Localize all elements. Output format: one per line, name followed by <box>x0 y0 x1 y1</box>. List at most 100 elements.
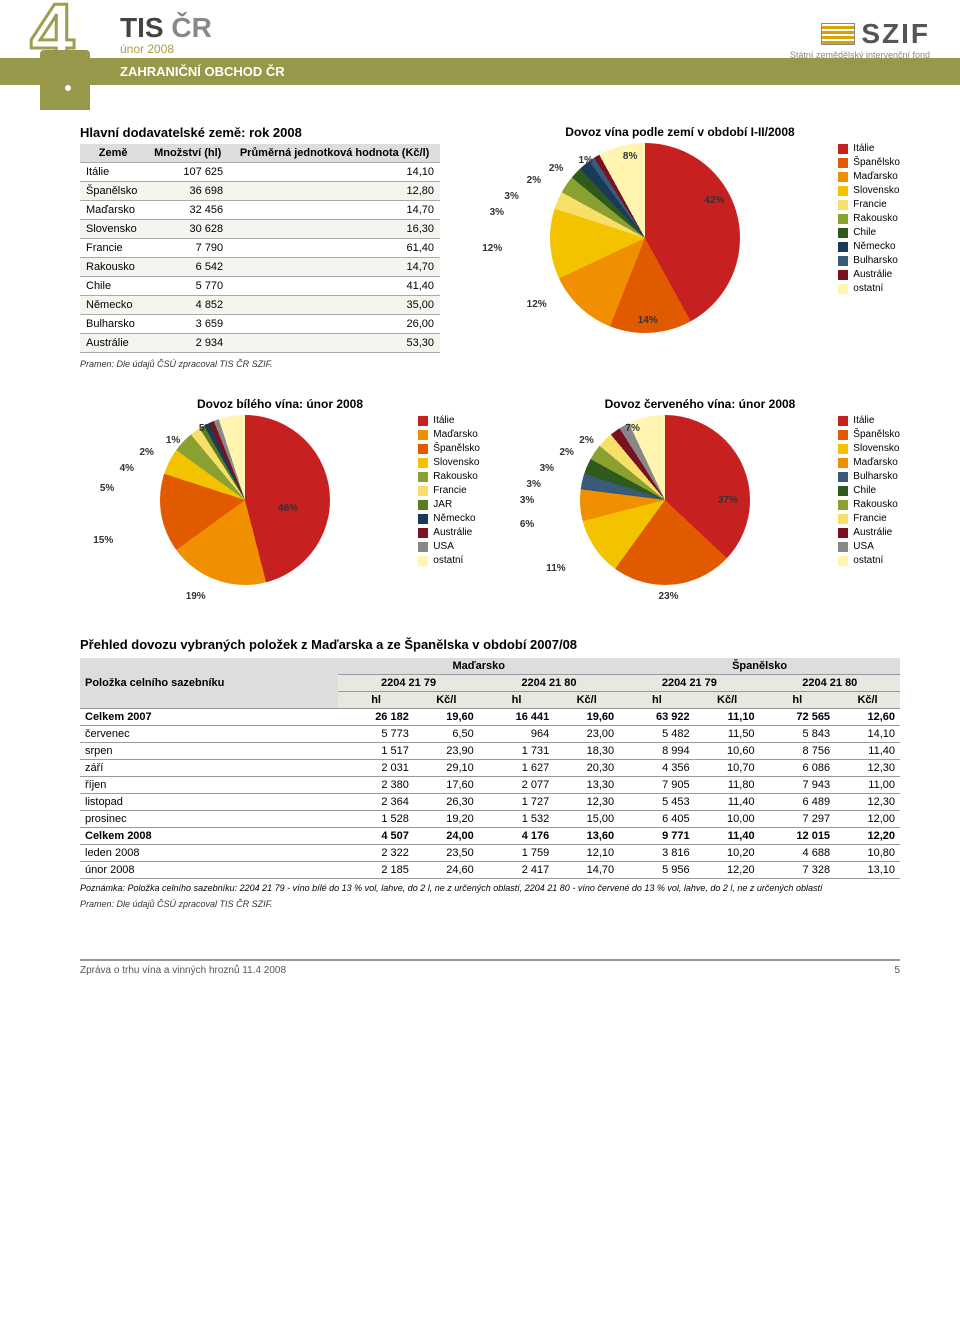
pie-pct-label: 1% <box>166 435 180 446</box>
szif-stripes-icon <box>821 23 855 45</box>
table-row: Austrálie2 93453,30 <box>80 334 440 353</box>
footer-page-number: 5 <box>894 965 900 976</box>
pie-pct-label: 19% <box>186 591 206 602</box>
legend-item: Maďarsko <box>838 457 900 468</box>
legend-item: Francie <box>838 199 900 210</box>
pie-pct-label: 46% <box>278 503 298 514</box>
white-wine-pie-title: Dovoz bílého vína: únor 2008 <box>80 397 480 411</box>
legend-swatch <box>838 430 848 440</box>
publication-title: TIS ČR <box>120 12 212 44</box>
pie-pct-label: 6% <box>520 519 534 530</box>
overview-table-title: Přehled dovozu vybraných položek z Maďar… <box>80 637 900 652</box>
legend-swatch <box>418 556 428 566</box>
legend-item: Německo <box>838 241 900 252</box>
table-row: Chile5 77041,40 <box>80 277 440 296</box>
table-row: říjen2 38017,602 07713,307 90511,807 943… <box>80 777 900 794</box>
legend-item: Francie <box>418 485 480 496</box>
import-pie-title: Dovoz vína podle zemí v období I-II/2008 <box>460 125 900 139</box>
pie-pct-label: 23% <box>659 591 679 602</box>
legend-swatch <box>418 528 428 538</box>
overview-source: Pramen: Dle údajů ČSÚ zpracoval TIS ČR S… <box>80 899 900 909</box>
red-wine-pie-legend: Itálie Španělsko Slovensko Maďarsko Bulharsk… <box>838 415 900 569</box>
legend-item: Španělsko <box>838 429 900 440</box>
legend-swatch <box>418 430 428 440</box>
legend-swatch <box>838 214 848 224</box>
table-row: únor 20082 18524,602 41714,705 95612,207… <box>80 862 900 879</box>
legend-swatch <box>418 500 428 510</box>
legend-item: Chile <box>838 485 900 496</box>
red-wine-pie-labels: 37%23%11%6%3%3%3%2%2%7% <box>500 415 830 615</box>
pie-pct-label: 3% <box>504 191 518 202</box>
legend-item: Bulharsko <box>838 471 900 482</box>
legend-swatch <box>418 514 428 524</box>
pie-pct-label: 2% <box>559 447 573 458</box>
suppliers-source: Pramen: Dle údajů ČSÚ zpracoval TIS ČR S… <box>80 359 440 369</box>
red-wine-pie-title: Dovoz červeného vína: únor 2008 <box>500 397 900 411</box>
table-row: Španělsko36 69812,80 <box>80 182 440 201</box>
pie-pct-label: 8% <box>623 151 637 162</box>
table-row: Celkem 200726 18219,6016 44119,6063 9221… <box>80 709 900 726</box>
pie-pct-label: 3% <box>490 207 504 218</box>
pie-pct-label: 7% <box>626 423 640 434</box>
legend-item: USA <box>418 541 480 552</box>
table-row: září2 03129,101 62720,304 35610,706 0861… <box>80 760 900 777</box>
page-footer: Zpráva o trhu vína a vinných hroznů 11.4… <box>80 959 900 976</box>
table-row: Maďarsko32 45614,70 <box>80 201 440 220</box>
table-row: Itálie107 62514,10 <box>80 163 440 182</box>
legend-swatch <box>838 186 848 196</box>
legend-swatch <box>838 256 848 266</box>
legend-item: Španělsko <box>418 443 480 454</box>
legend-item: Austrálie <box>838 527 900 538</box>
table-row: červenec5 7736,5096423,005 48211,505 843… <box>80 726 900 743</box>
section-banner: ZAHRANIČNÍ OBCHOD ČR <box>0 58 960 85</box>
pie-pct-label: 12% <box>482 243 502 254</box>
legend-swatch <box>838 556 848 566</box>
legend-item: Maďarsko <box>418 429 480 440</box>
suppliers-table-title: Hlavní dodavatelské země: rok 2008 <box>80 125 440 140</box>
table-row: leden 20082 32223,501 75912,103 81610,20… <box>80 845 900 862</box>
table-header: Země <box>80 144 146 163</box>
legend-item: Slovensko <box>838 443 900 454</box>
pie-pct-label: 3% <box>526 479 540 490</box>
legend-swatch <box>838 500 848 510</box>
table-row: Francie7 79061,40 <box>80 239 440 258</box>
suppliers-table: ZeměMnožství (hl)Průměrná jednotková hod… <box>80 144 440 353</box>
table-header: Průměrná jednotková hodnota (Kč/l) <box>229 144 440 163</box>
org-logo: SZIF Státní zemědělský intervenční fond <box>790 0 930 60</box>
table-row: listopad2 36426,301 72712,305 45311,406 … <box>80 794 900 811</box>
white-wine-pie-block: Dovoz bílého vína: únor 2008 46%19%15%5%… <box>80 397 480 615</box>
table-row: Německo4 85235,00 <box>80 296 440 315</box>
legend-swatch <box>838 528 848 538</box>
legend-swatch <box>838 444 848 454</box>
table-row: srpen1 51723,901 73118,308 99410,608 756… <box>80 743 900 760</box>
legend-swatch <box>838 284 848 294</box>
legend-swatch <box>418 472 428 482</box>
red-wine-pie-block: Dovoz červeného vína: únor 2008 37%23%11… <box>500 397 900 615</box>
legend-item: ostatní <box>418 555 480 566</box>
legend-item: Itálie <box>418 415 480 426</box>
legend-item: ostatní <box>838 555 900 566</box>
pie-pct-label: 1% <box>578 155 592 166</box>
pie-pct-label: 4% <box>120 463 134 474</box>
legend-swatch <box>838 228 848 238</box>
legend-swatch <box>418 486 428 496</box>
page-header: 4 TIS ČR únor 2008 SZIF Státní zemědělsk… <box>0 0 960 64</box>
table-row: Slovensko30 62816,30 <box>80 220 440 239</box>
suppliers-table-block: Hlavní dodavatelské země: rok 2008 ZeměM… <box>80 125 440 369</box>
pie-pct-label: 2% <box>579 435 593 446</box>
pie-pct-label: 37% <box>718 495 738 506</box>
legend-item: Austrálie <box>418 527 480 538</box>
legend-swatch <box>838 172 848 182</box>
pie-pct-label: 2% <box>139 447 153 458</box>
table-row: Celkem 20084 50724,004 17613,609 77111,4… <box>80 828 900 845</box>
pie-pct-label: 5% <box>100 483 114 494</box>
legend-swatch <box>418 458 428 468</box>
legend-swatch <box>838 158 848 168</box>
pie-pct-label: 3% <box>520 495 534 506</box>
legend-swatch <box>838 514 848 524</box>
footer-left: Zpráva o trhu vína a vinných hroznů 11.4… <box>80 965 286 976</box>
legend-swatch <box>838 144 848 154</box>
legend-item: JAR <box>418 499 480 510</box>
legend-item: Itálie <box>838 415 900 426</box>
legend-item: Slovensko <box>838 185 900 196</box>
